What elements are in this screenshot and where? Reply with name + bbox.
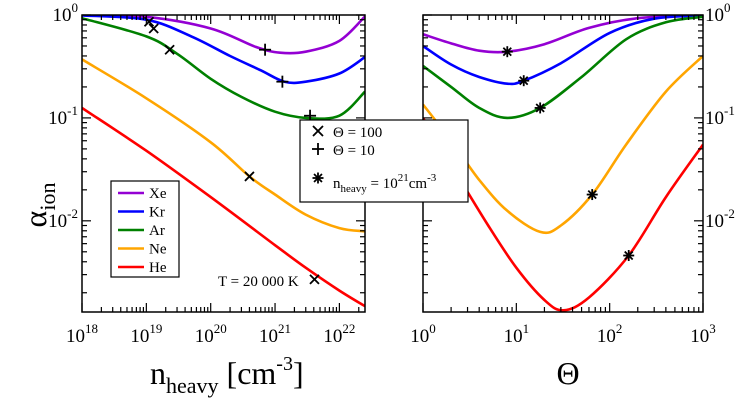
right-marker-nheavy <box>501 46 513 58</box>
right-x-tick-label: 100 <box>410 321 436 347</box>
left-series-he <box>82 106 365 308</box>
right-marker-nheavy <box>518 75 530 87</box>
right-y-tick-label: 100 <box>705 0 731 26</box>
left-series-kr <box>82 15 365 85</box>
left-x-axis-label: nheavy [cm-3] <box>150 353 304 398</box>
right-y-tick-label: 10-2 <box>705 206 735 232</box>
right-x-axis-label: Θ <box>556 355 579 391</box>
right-series-he <box>423 117 703 312</box>
legend-plus-marker <box>312 143 324 155</box>
right-markers <box>501 46 635 262</box>
left-x-tick-label: 1020 <box>195 321 227 347</box>
right-x-tick-label: 103 <box>690 321 716 347</box>
left-panel: 1018 1019 1020 1021 1022 10-2 10-1 100 T = 20 0… <box>48 0 366 347</box>
legend-label-xe: Xe <box>149 186 167 202</box>
right-series-kr <box>423 15 703 86</box>
left-series-xe <box>82 15 365 55</box>
left-marker-theta100 <box>148 23 159 34</box>
legend-label-ar: Ar <box>149 223 165 239</box>
right-marker-nheavy <box>534 102 546 114</box>
right-marker-nheavy <box>586 189 598 201</box>
left-y-tick-label: 10-1 <box>48 103 78 129</box>
left-y-tick-label: 100 <box>53 0 79 26</box>
temperature-annotation: T = 20 000 K <box>218 274 299 290</box>
legend-label-ne: Ne <box>149 242 167 258</box>
right-series-xe <box>423 15 703 54</box>
left-marker-theta10 <box>276 75 289 88</box>
legend-star-marker <box>312 172 324 184</box>
right-x-tick-label: 102 <box>597 321 623 347</box>
right-x-tick-label: 101 <box>504 321 530 347</box>
left-x-tick-label: 1021 <box>259 321 291 347</box>
legend-theta100-label: Θ = 100 <box>333 125 382 141</box>
left-marker-theta100 <box>164 44 175 55</box>
left-x-tick-label: 1018 <box>66 321 98 347</box>
left-marker-theta100 <box>309 274 320 285</box>
legend-nheavy-label: nheavy = 1021cm-3 <box>333 172 437 195</box>
left-y-tick-label: 10-2 <box>48 206 78 232</box>
left-marker-theta10 <box>259 43 272 56</box>
legend-label-kr: Kr <box>149 205 165 221</box>
legend-x-marker <box>312 125 324 137</box>
right-y-tick-label: 10-1 <box>705 103 735 129</box>
right-marker-nheavy <box>623 250 635 262</box>
legend-theta10-label: Θ = 10 <box>333 143 375 159</box>
left-x-tick-label: 1022 <box>323 321 355 347</box>
left-series-ar <box>82 16 365 121</box>
left-ticks: 1018 1019 1020 1021 1022 10-2 10-1 100 <box>48 0 365 347</box>
marker-legend: Θ = 100 Θ = 10 nheavy = 1021cm-3 <box>299 119 469 203</box>
left-series-ne <box>82 58 365 233</box>
marker-legend-box <box>299 119 469 203</box>
species-legend: Xe Kr Ar Ne He <box>110 180 180 278</box>
left-curves <box>82 15 365 308</box>
legend-label-he: He <box>149 260 167 276</box>
right-series-ar <box>423 15 703 120</box>
y-axis-label: αion <box>17 183 60 228</box>
left-marker-theta100 <box>244 171 255 182</box>
legend-star-glyph <box>312 172 324 184</box>
left-x-tick-label: 1019 <box>130 321 162 347</box>
